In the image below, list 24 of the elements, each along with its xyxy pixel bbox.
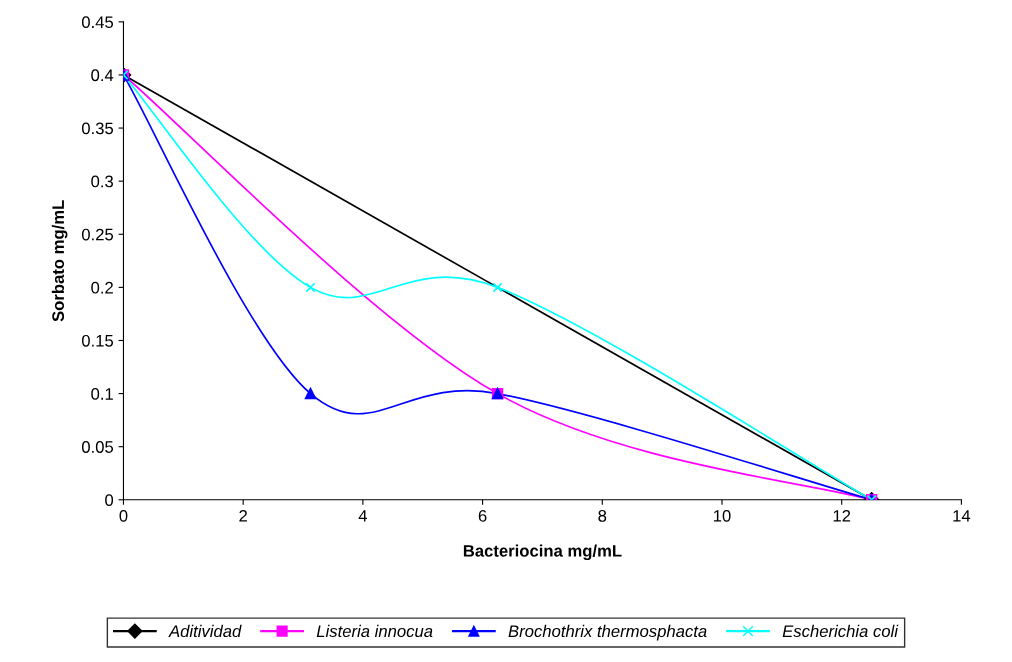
y-tick-label: 0.4	[91, 69, 114, 82]
y-tick-label: 0.35	[81, 122, 114, 135]
x-tick-label: 10	[713, 509, 731, 522]
x-tick-label: 12	[833, 509, 851, 522]
y-tick-label: 0.1	[91, 388, 113, 400]
x-tick-label: 0	[119, 509, 128, 522]
x-tick-label: 14	[953, 510, 971, 522]
x-tick-label: 2	[239, 509, 247, 522]
y-tick-label: 0	[105, 494, 114, 507]
x-tick-label: 6	[478, 509, 487, 522]
y-tick-label: 0.3	[91, 175, 114, 188]
y-tick-label: 0.05	[81, 441, 114, 453]
x-tick-label: 8	[598, 509, 607, 522]
y-axis-title: Sorbato mg/mL	[51, 200, 68, 322]
y-tick-label: 0.25	[81, 228, 114, 241]
y-tick-label: 0.15	[81, 334, 114, 347]
legend-label: Brochothrix thermosphacta	[508, 624, 707, 641]
legend-label: Escherichia coli	[782, 624, 899, 638]
x-axis-title: Bacteriocina mg/mL	[463, 544, 622, 561]
legend-label: Listeria innocua	[316, 624, 433, 638]
y-tick-label: 0.2	[91, 281, 113, 294]
x-tick-label: 4	[358, 510, 368, 522]
legend-label: Aditividad	[168, 624, 242, 638]
y-tick-label: 0.45	[81, 16, 114, 29]
